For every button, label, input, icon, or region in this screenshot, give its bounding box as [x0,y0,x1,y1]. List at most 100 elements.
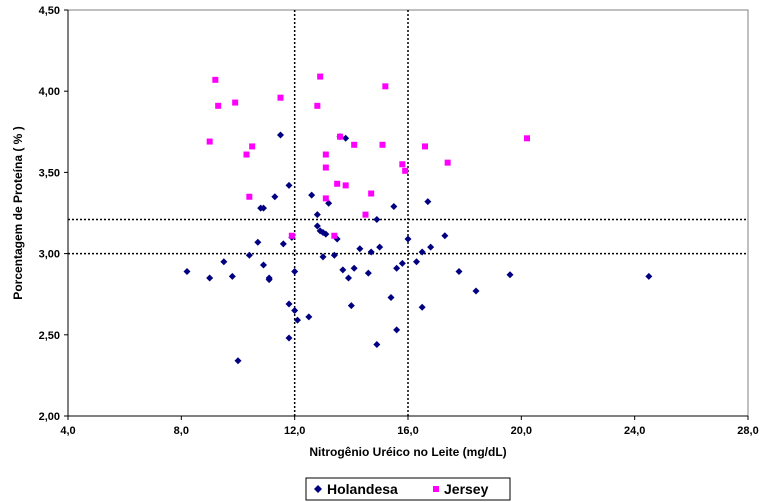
point-holandesa [325,199,333,207]
point-holandesa [390,203,398,211]
point-holandesa [305,313,313,321]
point-jersey [379,141,386,148]
point-jersey [362,211,369,218]
y-tick-label: 2,50 [39,330,60,342]
y-tick-label: 3,00 [39,249,60,261]
point-jersey [402,167,409,174]
point-jersey [351,141,358,148]
point-holandesa [206,274,214,282]
point-holandesa [339,266,347,274]
y-axis-ticks: 2,00 2,50 3,00 3,50 4,00 4,50 [39,5,68,423]
point-holandesa [319,253,327,261]
point-jersey [399,161,406,168]
point-holandesa [330,251,338,259]
point-jersey [212,76,219,83]
legend-label-holandesa: Holandesa [327,481,398,497]
point-holandesa [347,302,355,310]
point-holandesa [427,243,435,251]
x-axis-ticks: 4,0 8,0 12,0 16,0 20,0 24,0 28,0 [60,416,759,437]
y-axis-title: Porcentagem de Proteína ( % ) [11,126,25,299]
point-jersey [249,143,256,150]
point-jersey [322,164,329,171]
point-jersey [331,232,338,239]
point-holandesa [228,272,236,280]
point-holandesa [260,204,267,212]
legend-marker-jersey [433,486,439,492]
point-holandesa [277,131,284,139]
point-holandesa [418,303,426,311]
point-jersey [524,135,530,142]
point-holandesa [294,316,301,324]
point-holandesa [364,269,372,277]
point-holandesa [291,267,299,275]
x-tick-label: 12,0 [284,425,305,437]
legend-box [305,477,511,501]
data-points [183,73,653,365]
point-jersey [382,83,389,90]
point-jersey [288,232,295,239]
legend: Holandesa Jersey [305,477,511,501]
point-holandesa [376,243,384,251]
plot-area [67,9,749,417]
legend-label-jersey: Jersey [444,481,489,497]
point-holandesa [418,248,426,256]
point-jersey [322,195,329,202]
x-axis-title: Nitrogênio Uréico no Leite (mg/dL) [309,445,506,459]
point-jersey [368,190,375,197]
point-holandesa [441,232,449,240]
point-holandesa [413,258,420,266]
point-holandesa [424,198,432,206]
point-holandesa [245,251,253,259]
point-holandesa [313,222,321,230]
y-tick-label: 3,50 [39,167,60,179]
point-holandesa [265,276,273,284]
x-tick-label: 8,0 [174,425,189,437]
point-jersey [334,180,341,187]
point-jersey [243,151,250,158]
point-holandesa [404,235,412,243]
point-holandesa [393,264,401,272]
point-holandesa [313,211,321,219]
point-jersey [232,99,239,106]
point-holandesa [645,272,653,280]
point-holandesa [387,293,395,301]
point-holandesa [254,238,262,246]
point-jersey [215,102,222,109]
point-holandesa [398,259,406,267]
point-holandesa [220,258,228,266]
point-jersey [206,138,213,145]
x-tick-label: 20,0 [511,425,532,437]
x-tick-label: 28,0 [737,425,758,437]
point-holandesa [285,300,293,308]
point-jersey [277,94,284,101]
point-holandesa [279,240,287,248]
point-holandesa [260,261,267,269]
x-tick-label: 24,0 [624,425,645,437]
legend-marker-holandesa [314,485,322,493]
point-holandesa [183,267,191,275]
point-holandesa [367,248,375,256]
point-jersey [314,102,321,109]
y-tick-label: 4,00 [39,86,60,98]
y-tick-label: 4,50 [39,5,60,17]
point-holandesa [285,334,293,342]
point-holandesa [345,274,352,282]
point-holandesa [285,181,293,189]
point-holandesa [506,271,514,279]
point-jersey [444,159,451,166]
point-jersey [317,73,324,80]
point-holandesa [373,215,381,223]
point-jersey [342,182,349,189]
point-jersey [322,151,329,158]
point-holandesa [322,230,330,238]
point-holandesa [393,326,401,334]
y-tick-label: 2,00 [39,411,60,423]
point-jersey [337,133,343,140]
x-tick-label: 4,0 [60,425,75,437]
point-holandesa [234,357,242,365]
x-tick-label: 16,0 [397,425,418,437]
point-holandesa [291,306,299,314]
point-jersey [246,193,253,200]
point-holandesa [373,341,381,349]
